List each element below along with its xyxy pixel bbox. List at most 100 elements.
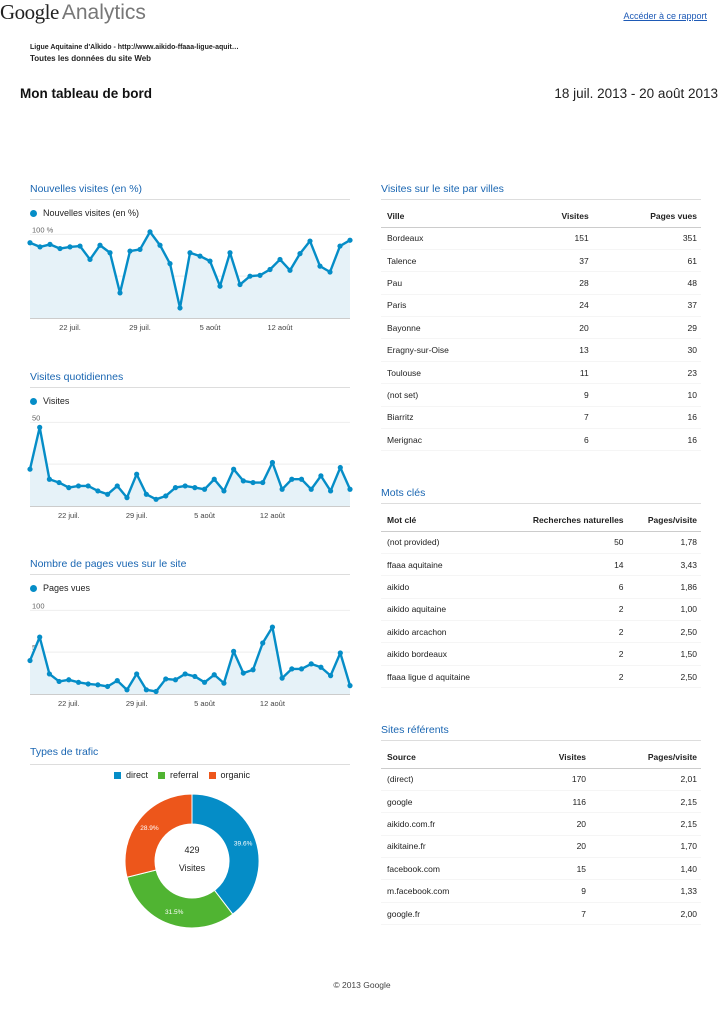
data-point[interactable] <box>347 237 353 243</box>
data-point[interactable] <box>187 250 193 256</box>
data-point[interactable] <box>27 466 33 472</box>
data-point[interactable] <box>307 238 313 244</box>
data-point[interactable] <box>157 242 163 248</box>
data-point[interactable] <box>328 488 334 494</box>
data-point[interactable] <box>85 483 91 489</box>
data-point[interactable] <box>337 650 343 656</box>
data-point[interactable] <box>87 256 93 263</box>
data-point[interactable] <box>240 478 246 484</box>
data-point[interactable] <box>237 281 243 288</box>
data-point[interactable] <box>182 483 188 489</box>
data-point[interactable] <box>117 290 123 296</box>
data-point[interactable] <box>114 483 120 489</box>
data-point[interactable] <box>37 424 43 430</box>
data-point[interactable] <box>269 624 276 630</box>
column-header[interactable]: Pages/visite <box>590 746 701 769</box>
data-point[interactable] <box>221 680 227 686</box>
data-point[interactable] <box>337 243 343 249</box>
data-point[interactable] <box>167 261 173 267</box>
data-point[interactable] <box>289 666 295 672</box>
data-point[interactable] <box>298 476 305 482</box>
data-point[interactable] <box>56 678 62 685</box>
data-point[interactable] <box>277 256 283 263</box>
data-point[interactable] <box>318 664 324 670</box>
data-point[interactable] <box>107 250 113 256</box>
column-header[interactable]: Visites <box>521 746 591 769</box>
data-point[interactable] <box>134 671 140 677</box>
data-point[interactable] <box>124 687 130 693</box>
data-point[interactable] <box>260 479 266 486</box>
data-point[interactable] <box>143 491 149 497</box>
data-point[interactable] <box>211 476 217 482</box>
data-point[interactable] <box>227 250 233 256</box>
data-point[interactable] <box>46 476 52 482</box>
data-point[interactable] <box>247 273 253 279</box>
data-point[interactable] <box>347 683 353 689</box>
pie-slice-organic[interactable] <box>124 793 193 878</box>
column-header[interactable]: Recherches naturelles <box>500 509 628 532</box>
data-point[interactable] <box>57 245 63 252</box>
data-point[interactable] <box>287 267 293 273</box>
data-point[interactable] <box>279 486 285 492</box>
data-point[interactable] <box>328 673 334 679</box>
data-point[interactable] <box>163 676 169 682</box>
data-point[interactable] <box>75 483 82 489</box>
data-point[interactable] <box>308 486 314 492</box>
data-point[interactable] <box>66 485 72 491</box>
column-header[interactable]: Source <box>381 746 522 769</box>
data-point[interactable] <box>318 473 324 479</box>
data-point[interactable] <box>177 305 183 311</box>
data-point[interactable] <box>297 251 303 257</box>
open-report-link[interactable]: Accéder à ce rapport <box>623 11 707 21</box>
data-point[interactable] <box>27 240 33 246</box>
data-point[interactable] <box>201 486 208 492</box>
data-point[interactable] <box>308 661 314 667</box>
data-point[interactable] <box>75 679 82 685</box>
data-point[interactable] <box>298 666 305 672</box>
data-point[interactable] <box>221 488 227 494</box>
data-point[interactable] <box>67 244 73 250</box>
column-header[interactable]: Pages vues <box>592 205 701 228</box>
data-point[interactable] <box>211 672 217 678</box>
data-point[interactable] <box>95 488 101 494</box>
data-point[interactable] <box>85 681 91 687</box>
data-point[interactable] <box>260 640 266 646</box>
data-point[interactable] <box>269 459 276 466</box>
column-header[interactable]: Ville <box>381 205 524 228</box>
data-point[interactable] <box>27 657 33 664</box>
data-point[interactable] <box>104 683 111 690</box>
data-point[interactable] <box>95 682 101 688</box>
data-point[interactable] <box>37 634 43 640</box>
data-point[interactable] <box>257 272 263 278</box>
column-header[interactable]: Mot clé <box>381 509 501 532</box>
data-point[interactable] <box>337 464 343 471</box>
data-point[interactable] <box>231 648 237 654</box>
data-point[interactable] <box>267 266 273 273</box>
data-point[interactable] <box>182 671 188 677</box>
data-point[interactable] <box>197 253 203 259</box>
data-point[interactable] <box>143 687 149 693</box>
data-point[interactable] <box>153 688 159 695</box>
data-point[interactable] <box>47 241 53 247</box>
data-point[interactable] <box>317 263 323 269</box>
data-point[interactable] <box>192 485 198 491</box>
data-point[interactable] <box>37 244 43 250</box>
data-point[interactable] <box>279 675 285 681</box>
data-point[interactable] <box>127 248 133 254</box>
data-point[interactable] <box>172 485 179 491</box>
pie-slice-direct[interactable] <box>191 793 260 915</box>
column-header[interactable]: Visites <box>523 205 593 228</box>
data-point[interactable] <box>56 479 62 486</box>
data-point[interactable] <box>231 466 237 472</box>
data-point[interactable] <box>192 673 198 680</box>
pie-slice-referral[interactable] <box>126 869 234 929</box>
data-point[interactable] <box>104 491 111 497</box>
data-point[interactable] <box>124 495 130 501</box>
data-point[interactable] <box>153 496 159 502</box>
data-point[interactable] <box>77 243 83 249</box>
data-point[interactable] <box>97 242 103 248</box>
data-point[interactable] <box>240 670 246 676</box>
data-point[interactable] <box>250 479 256 486</box>
data-point[interactable] <box>46 671 52 677</box>
data-point[interactable] <box>327 269 333 275</box>
